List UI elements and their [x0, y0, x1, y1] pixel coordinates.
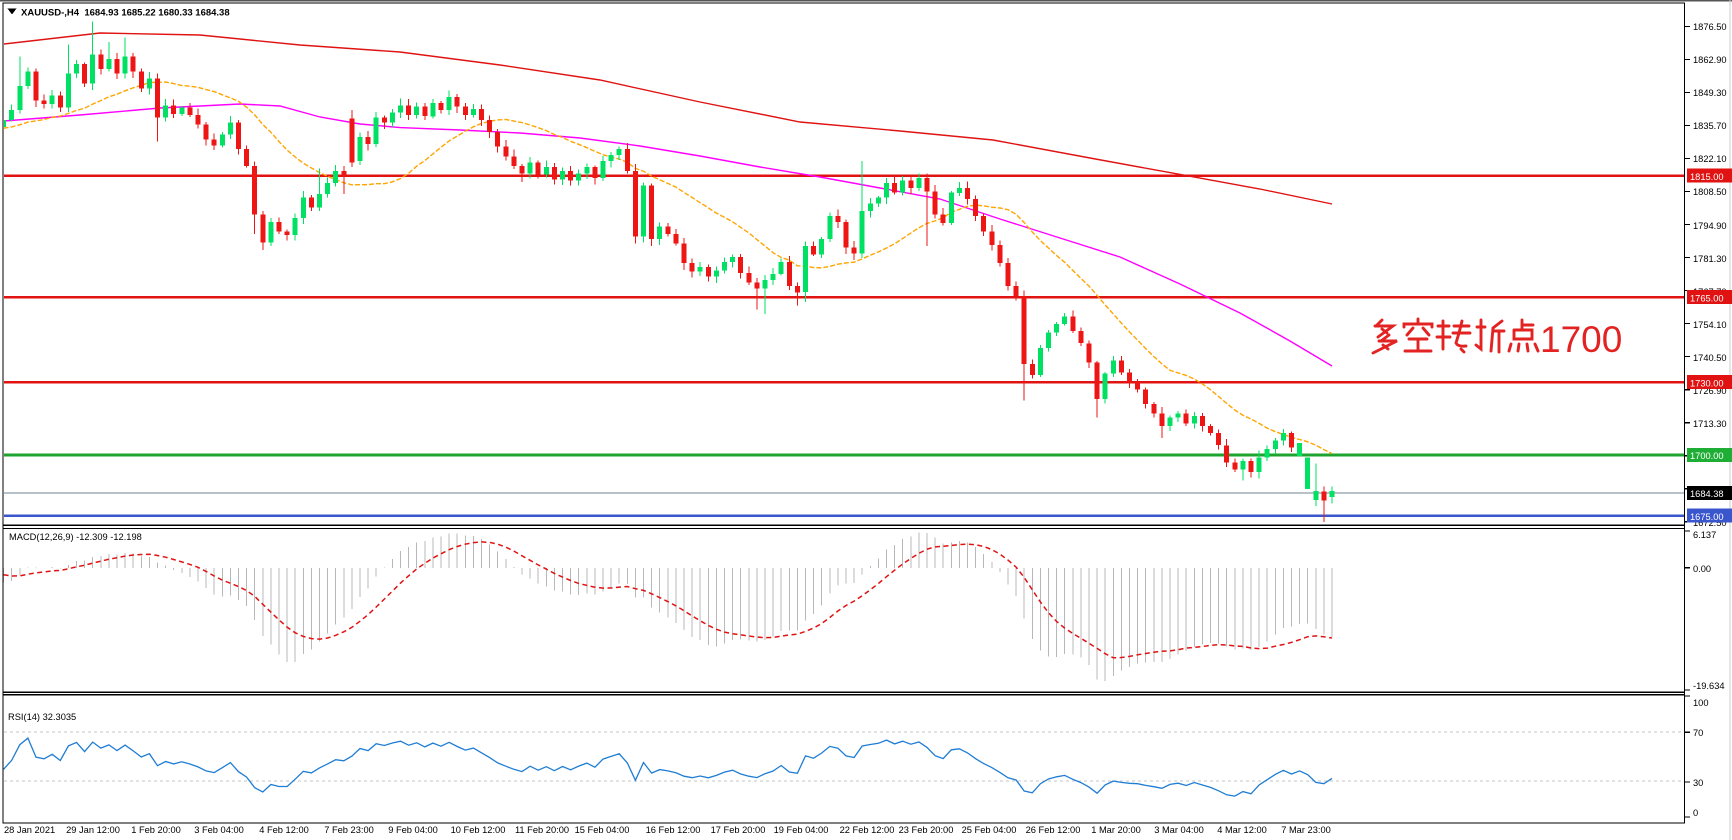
- svg-text:16 Feb 12:00: 16 Feb 12:00: [646, 825, 701, 835]
- svg-text:-19.634: -19.634: [1693, 681, 1725, 691]
- svg-text:4 Mar 12:00: 4 Mar 12:00: [1217, 825, 1267, 835]
- svg-text:9 Feb 04:00: 9 Feb 04:00: [388, 825, 438, 835]
- svg-text:1794.90: 1794.90: [1693, 221, 1727, 231]
- svg-text:4 Feb 12:00: 4 Feb 12:00: [259, 825, 309, 835]
- svg-text:26 Feb 12:00: 26 Feb 12:00: [1026, 825, 1081, 835]
- svg-text:1815.00: 1815.00: [1690, 172, 1724, 182]
- svg-text:1730.00: 1730.00: [1690, 378, 1724, 388]
- svg-text:MACD(12,26,9) -12.309 -12.198: MACD(12,26,9) -12.309 -12.198: [9, 532, 142, 542]
- svg-text:0.00: 0.00: [1693, 564, 1711, 574]
- svg-text:1740.50: 1740.50: [1693, 353, 1727, 363]
- svg-text:3 Mar 04:00: 3 Mar 04:00: [1154, 825, 1204, 835]
- svg-text:15 Feb 04:00: 15 Feb 04:00: [575, 825, 630, 835]
- svg-text:22 Feb 12:00: 22 Feb 12:00: [840, 825, 895, 835]
- svg-text:6.137: 6.137: [1693, 530, 1716, 540]
- svg-text:1781.30: 1781.30: [1693, 254, 1727, 264]
- svg-text:1713.30: 1713.30: [1693, 419, 1727, 429]
- svg-text:30: 30: [1693, 778, 1703, 788]
- svg-text:XAUUSD-,H4 1684.93 1685.22 16: XAUUSD-,H4 1684.93 1685.22 1680.33 1684.…: [21, 8, 230, 19]
- svg-text:1675.00: 1675.00: [1690, 512, 1724, 522]
- svg-text:1726.90: 1726.90: [1693, 386, 1727, 396]
- svg-text:3 Feb 04:00: 3 Feb 04:00: [194, 825, 244, 835]
- svg-text:100: 100: [1693, 698, 1709, 708]
- svg-text:1 Feb 20:00: 1 Feb 20:00: [131, 825, 181, 835]
- svg-text:1754.10: 1754.10: [1693, 320, 1727, 330]
- svg-text:17 Feb 20:00: 17 Feb 20:00: [711, 825, 766, 835]
- svg-text:7 Mar 23:00: 7 Mar 23:00: [1281, 825, 1331, 835]
- svg-text:19 Feb 04:00: 19 Feb 04:00: [774, 825, 829, 835]
- svg-text:1684.38: 1684.38: [1690, 489, 1724, 499]
- svg-text:1 Mar 20:00: 1 Mar 20:00: [1091, 825, 1141, 835]
- svg-text:RSI(14) 32.3035: RSI(14) 32.3035: [8, 712, 76, 722]
- svg-text:70: 70: [1693, 728, 1703, 738]
- svg-text:0: 0: [1693, 808, 1698, 818]
- svg-text:1822.10: 1822.10: [1693, 154, 1727, 164]
- svg-text:1876.50: 1876.50: [1693, 22, 1727, 32]
- svg-text:1700: 1700: [1540, 319, 1622, 360]
- svg-text:7 Feb 23:00: 7 Feb 23:00: [324, 825, 374, 835]
- svg-text:1862.90: 1862.90: [1693, 55, 1727, 65]
- svg-text:11 Feb 20:00: 11 Feb 20:00: [515, 825, 569, 835]
- svg-text:25 Feb 04:00: 25 Feb 04:00: [962, 825, 1017, 835]
- svg-text:1700.00: 1700.00: [1690, 451, 1724, 461]
- svg-text:1672.50: 1672.50: [1693, 518, 1727, 528]
- svg-text:1849.30: 1849.30: [1693, 88, 1727, 98]
- svg-text:28 Jan 2021: 28 Jan 2021: [4, 825, 55, 835]
- svg-text:23 Feb 20:00: 23 Feb 20:00: [899, 825, 954, 835]
- svg-text:1765.00: 1765.00: [1690, 293, 1724, 303]
- svg-text:29 Jan 12:00: 29 Jan 12:00: [66, 825, 120, 835]
- svg-text:1808.50: 1808.50: [1693, 187, 1727, 197]
- svg-text:1835.70: 1835.70: [1693, 121, 1727, 131]
- svg-text:10 Feb 12:00: 10 Feb 12:00: [451, 825, 506, 835]
